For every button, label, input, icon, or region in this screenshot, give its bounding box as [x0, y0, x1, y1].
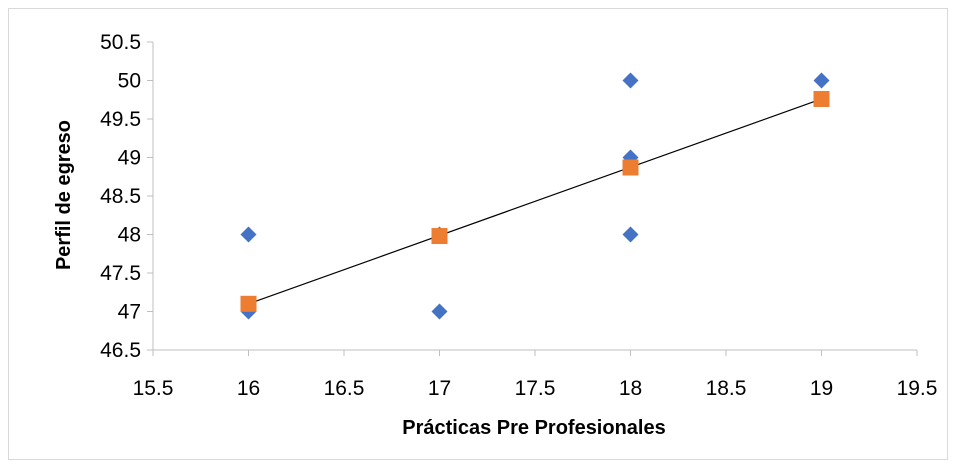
- y-tick-label: 49: [118, 147, 141, 170]
- y-tick-label: 46.5: [100, 339, 141, 362]
- data-point-diamond: [622, 226, 639, 243]
- x-tick-label: 16.5: [324, 377, 365, 400]
- trendline-layer: [248, 98, 822, 305]
- data-point-diamond: [431, 303, 448, 320]
- chart-frame: [8, 8, 948, 460]
- y-tick-label: 50: [118, 70, 141, 93]
- data-point-square: [431, 228, 448, 245]
- data-point-diamond: [622, 72, 639, 89]
- x-tick-label: 18: [619, 377, 642, 400]
- y-tick-label: 48: [118, 224, 141, 247]
- data-point-diamond: [240, 226, 257, 243]
- x-tick-label: 15.5: [133, 377, 174, 400]
- x-tick-label: 17: [428, 377, 451, 400]
- axes: [147, 41, 918, 356]
- data-point-square: [622, 159, 639, 176]
- data-point-square: [813, 90, 830, 107]
- x-tick-label: 18.5: [706, 377, 747, 400]
- x-tick-label: 17.5: [515, 377, 556, 400]
- x-axis-title: Prácticas Pre Profesionales: [402, 417, 665, 439]
- x-tick-label: 19.5: [897, 377, 938, 400]
- y-tick-label: 50.5: [100, 31, 141, 54]
- y-tick-label: 47.5: [100, 262, 141, 285]
- y-tick-label: 49.5: [100, 108, 141, 131]
- y-tick-label: 47: [118, 301, 141, 324]
- x-tick-label: 19: [810, 377, 833, 400]
- x-tick-label: 16: [237, 377, 260, 400]
- data-point-square: [240, 295, 257, 312]
- y-axis-title: Perfil de egreso: [53, 120, 75, 270]
- y-tick-label: 48.5: [100, 185, 141, 208]
- data-point-diamond: [813, 72, 830, 89]
- trendline: [248, 98, 822, 305]
- tick-labels: 46.5 47 47.5 48 48.5 49 49.5 50 50.5 15.5 16 16.5 17…: [100, 31, 937, 400]
- series-layer: [240, 72, 830, 320]
